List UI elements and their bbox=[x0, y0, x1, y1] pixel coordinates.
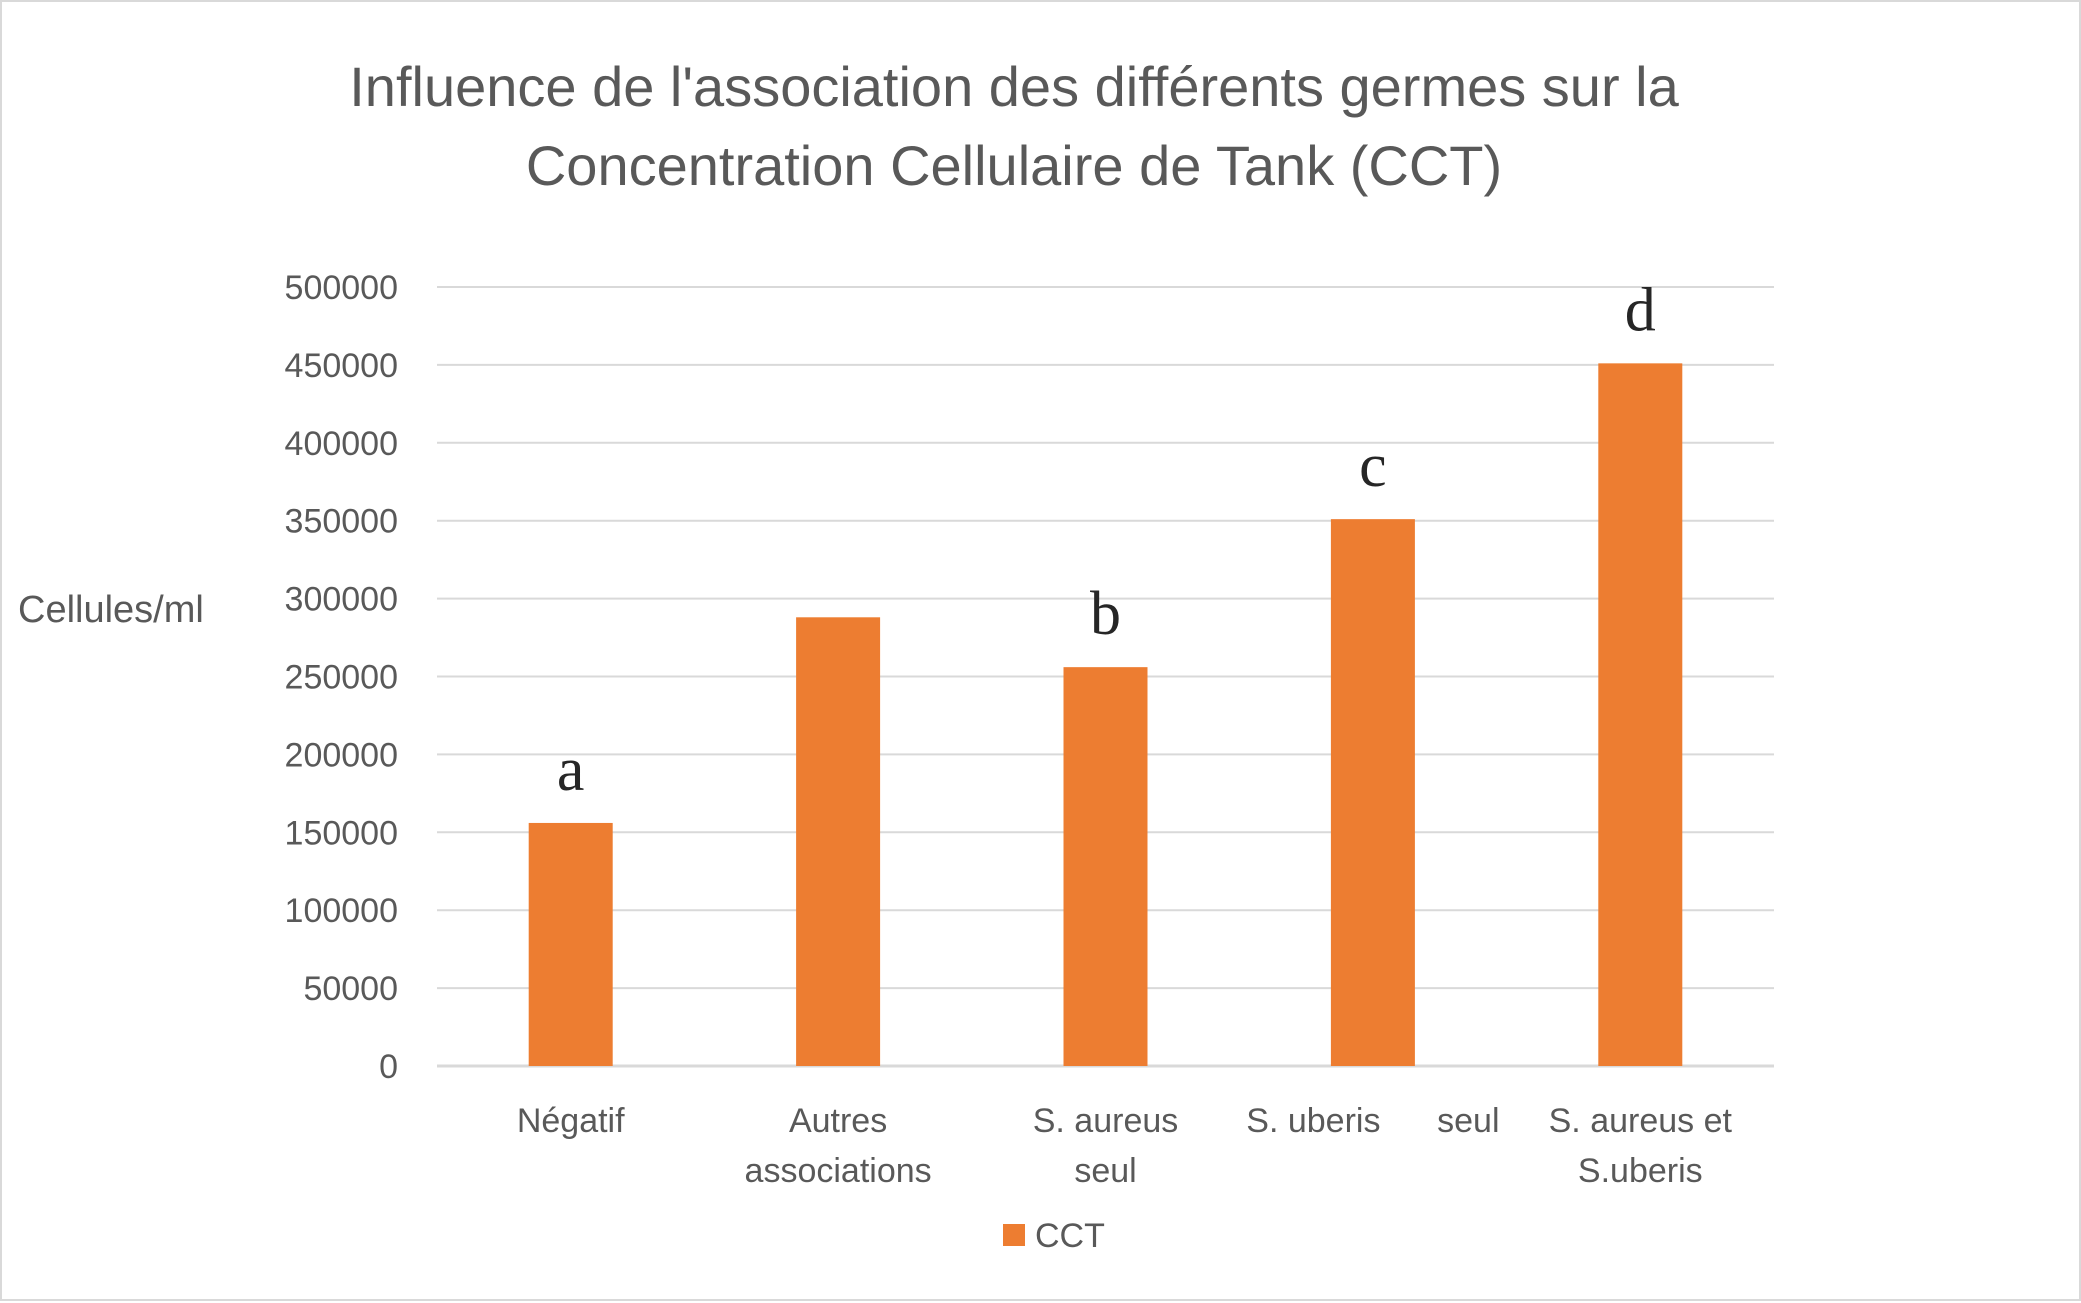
legend: CCT bbox=[1003, 1217, 1105, 1255]
x-axis-categories: Négatif Autres associations S. aureus seul S.… bbox=[517, 1102, 1733, 1190]
bar-annotations: a b c d bbox=[557, 276, 1656, 804]
y-tick-label: 250000 bbox=[285, 659, 398, 697]
x-category-label: Autres bbox=[789, 1102, 887, 1140]
y-tick-label: 50000 bbox=[303, 970, 398, 1008]
y-axis-ticks: 0 50000 100000 150000 200000 250000 300000 3500… bbox=[285, 269, 398, 1086]
chart-title-line-2: Concentration Cellulaire de Tank (CCT) bbox=[526, 134, 1502, 197]
x-category-label: S. uberis seul bbox=[1246, 1102, 1499, 1140]
bar bbox=[1598, 363, 1683, 1066]
chart-title-line-1: Influence de l'association des différent… bbox=[349, 55, 1679, 118]
bar bbox=[1063, 667, 1148, 1066]
bars bbox=[528, 363, 1683, 1066]
bar-annotation: a bbox=[557, 736, 585, 804]
legend-swatch-cct bbox=[1003, 1224, 1025, 1246]
bar-annotation: c bbox=[1359, 432, 1387, 500]
x-category-label: Négatif bbox=[517, 1102, 625, 1140]
y-axis-label: Cellules/ml bbox=[18, 589, 204, 631]
y-tick-label: 300000 bbox=[285, 581, 398, 619]
legend-label-cct: CCT bbox=[1035, 1217, 1105, 1255]
y-tick-label: 500000 bbox=[285, 269, 398, 307]
y-tick-label: 150000 bbox=[285, 814, 398, 852]
y-tick-label: 200000 bbox=[285, 736, 398, 774]
y-tick-label: 450000 bbox=[285, 347, 398, 385]
bar-annotation: b bbox=[1090, 580, 1121, 648]
x-category-label: seul bbox=[1074, 1152, 1136, 1190]
bar bbox=[528, 822, 613, 1066]
y-tick-label: 350000 bbox=[285, 503, 398, 541]
bar bbox=[796, 617, 881, 1066]
x-category-label: associations bbox=[745, 1152, 932, 1190]
x-category-label: S. aureus bbox=[1033, 1102, 1179, 1140]
y-tick-label: 0 bbox=[379, 1048, 398, 1086]
x-category-label: S.uberis bbox=[1578, 1152, 1703, 1190]
x-category-label: S. aureus et bbox=[1549, 1102, 1733, 1140]
y-tick-label: 100000 bbox=[285, 892, 398, 930]
bar-annotation: d bbox=[1625, 276, 1656, 344]
bar bbox=[1330, 519, 1415, 1066]
y-tick-label: 400000 bbox=[285, 425, 398, 463]
